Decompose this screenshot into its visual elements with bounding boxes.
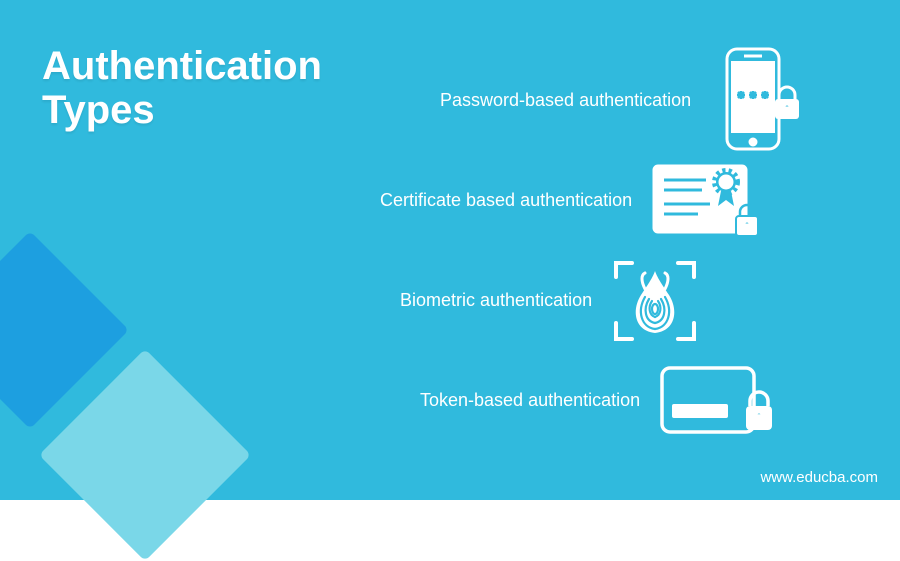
certificate-lock-icon: [650, 160, 765, 240]
auth-item-certificate: Certificate based authentication: [380, 160, 765, 240]
title-line-1: Authentication: [42, 44, 322, 88]
phone-lock-icon: [709, 45, 809, 155]
auth-item-label: Certificate based authentication: [380, 190, 632, 211]
title-line-2: Types: [42, 88, 155, 132]
fingerprint-scan-icon: [610, 255, 700, 345]
attribution-text: www.educba.com: [760, 469, 878, 486]
page-title: Authentication Types: [42, 44, 322, 132]
auth-item-token: Token-based authentication: [420, 360, 778, 440]
auth-item-label: Password-based authentication: [440, 90, 691, 111]
infographic-canvas: Authentication Types Password-based auth…: [0, 0, 900, 500]
auth-item-label: Biometric authentication: [400, 290, 592, 311]
card-lock-icon: [658, 360, 778, 440]
auth-item-password: Password-based authentication: [440, 45, 809, 155]
auth-item-biometric: Biometric authentication: [400, 255, 700, 345]
auth-item-label: Token-based authentication: [420, 390, 640, 411]
